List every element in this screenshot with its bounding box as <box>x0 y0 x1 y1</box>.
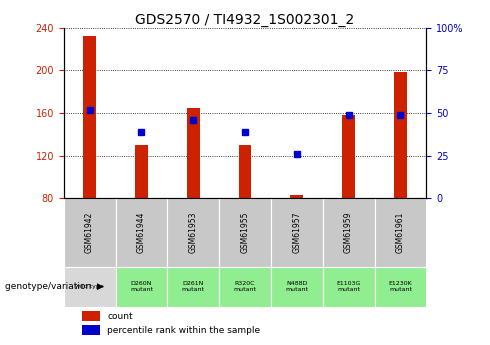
Text: E1230K
mutant: E1230K mutant <box>389 282 412 292</box>
Bar <box>323 198 374 267</box>
Bar <box>64 198 116 267</box>
Bar <box>116 198 167 267</box>
Text: N488D
mutant: N488D mutant <box>285 282 308 292</box>
Bar <box>271 267 323 307</box>
Bar <box>82 311 100 321</box>
Bar <box>64 267 116 307</box>
Bar <box>374 267 426 307</box>
Bar <box>323 267 374 307</box>
Bar <box>167 198 219 267</box>
Bar <box>187 108 200 198</box>
Text: GSM61942: GSM61942 <box>85 212 94 253</box>
Text: GSM61957: GSM61957 <box>293 212 301 253</box>
Bar <box>374 198 426 267</box>
Bar <box>271 198 323 267</box>
Text: wild type: wild type <box>75 284 104 289</box>
Text: percentile rank within the sample: percentile rank within the sample <box>107 326 260 335</box>
Text: GSM61959: GSM61959 <box>344 212 353 253</box>
Bar <box>219 267 271 307</box>
Text: GSM61961: GSM61961 <box>396 212 405 253</box>
Text: GSM61944: GSM61944 <box>137 212 146 253</box>
Bar <box>290 195 303 198</box>
Bar <box>82 325 100 335</box>
Bar <box>239 145 251 198</box>
Bar <box>342 115 355 198</box>
Bar <box>83 36 96 198</box>
Bar <box>394 72 407 198</box>
Title: GDS2570 / TI4932_1S002301_2: GDS2570 / TI4932_1S002301_2 <box>135 12 355 27</box>
Text: D261N
mutant: D261N mutant <box>182 282 205 292</box>
Bar <box>167 267 219 307</box>
Text: genotype/variation  ▶: genotype/variation ▶ <box>5 282 104 292</box>
Bar <box>219 198 271 267</box>
Bar <box>116 267 167 307</box>
Text: count: count <box>107 312 133 321</box>
Text: R320C
mutant: R320C mutant <box>234 282 256 292</box>
Text: D260N
mutant: D260N mutant <box>130 282 153 292</box>
Text: GSM61953: GSM61953 <box>189 212 197 253</box>
Text: E1103G
mutant: E1103G mutant <box>337 282 361 292</box>
Text: GSM61955: GSM61955 <box>241 212 249 253</box>
Bar <box>135 145 148 198</box>
